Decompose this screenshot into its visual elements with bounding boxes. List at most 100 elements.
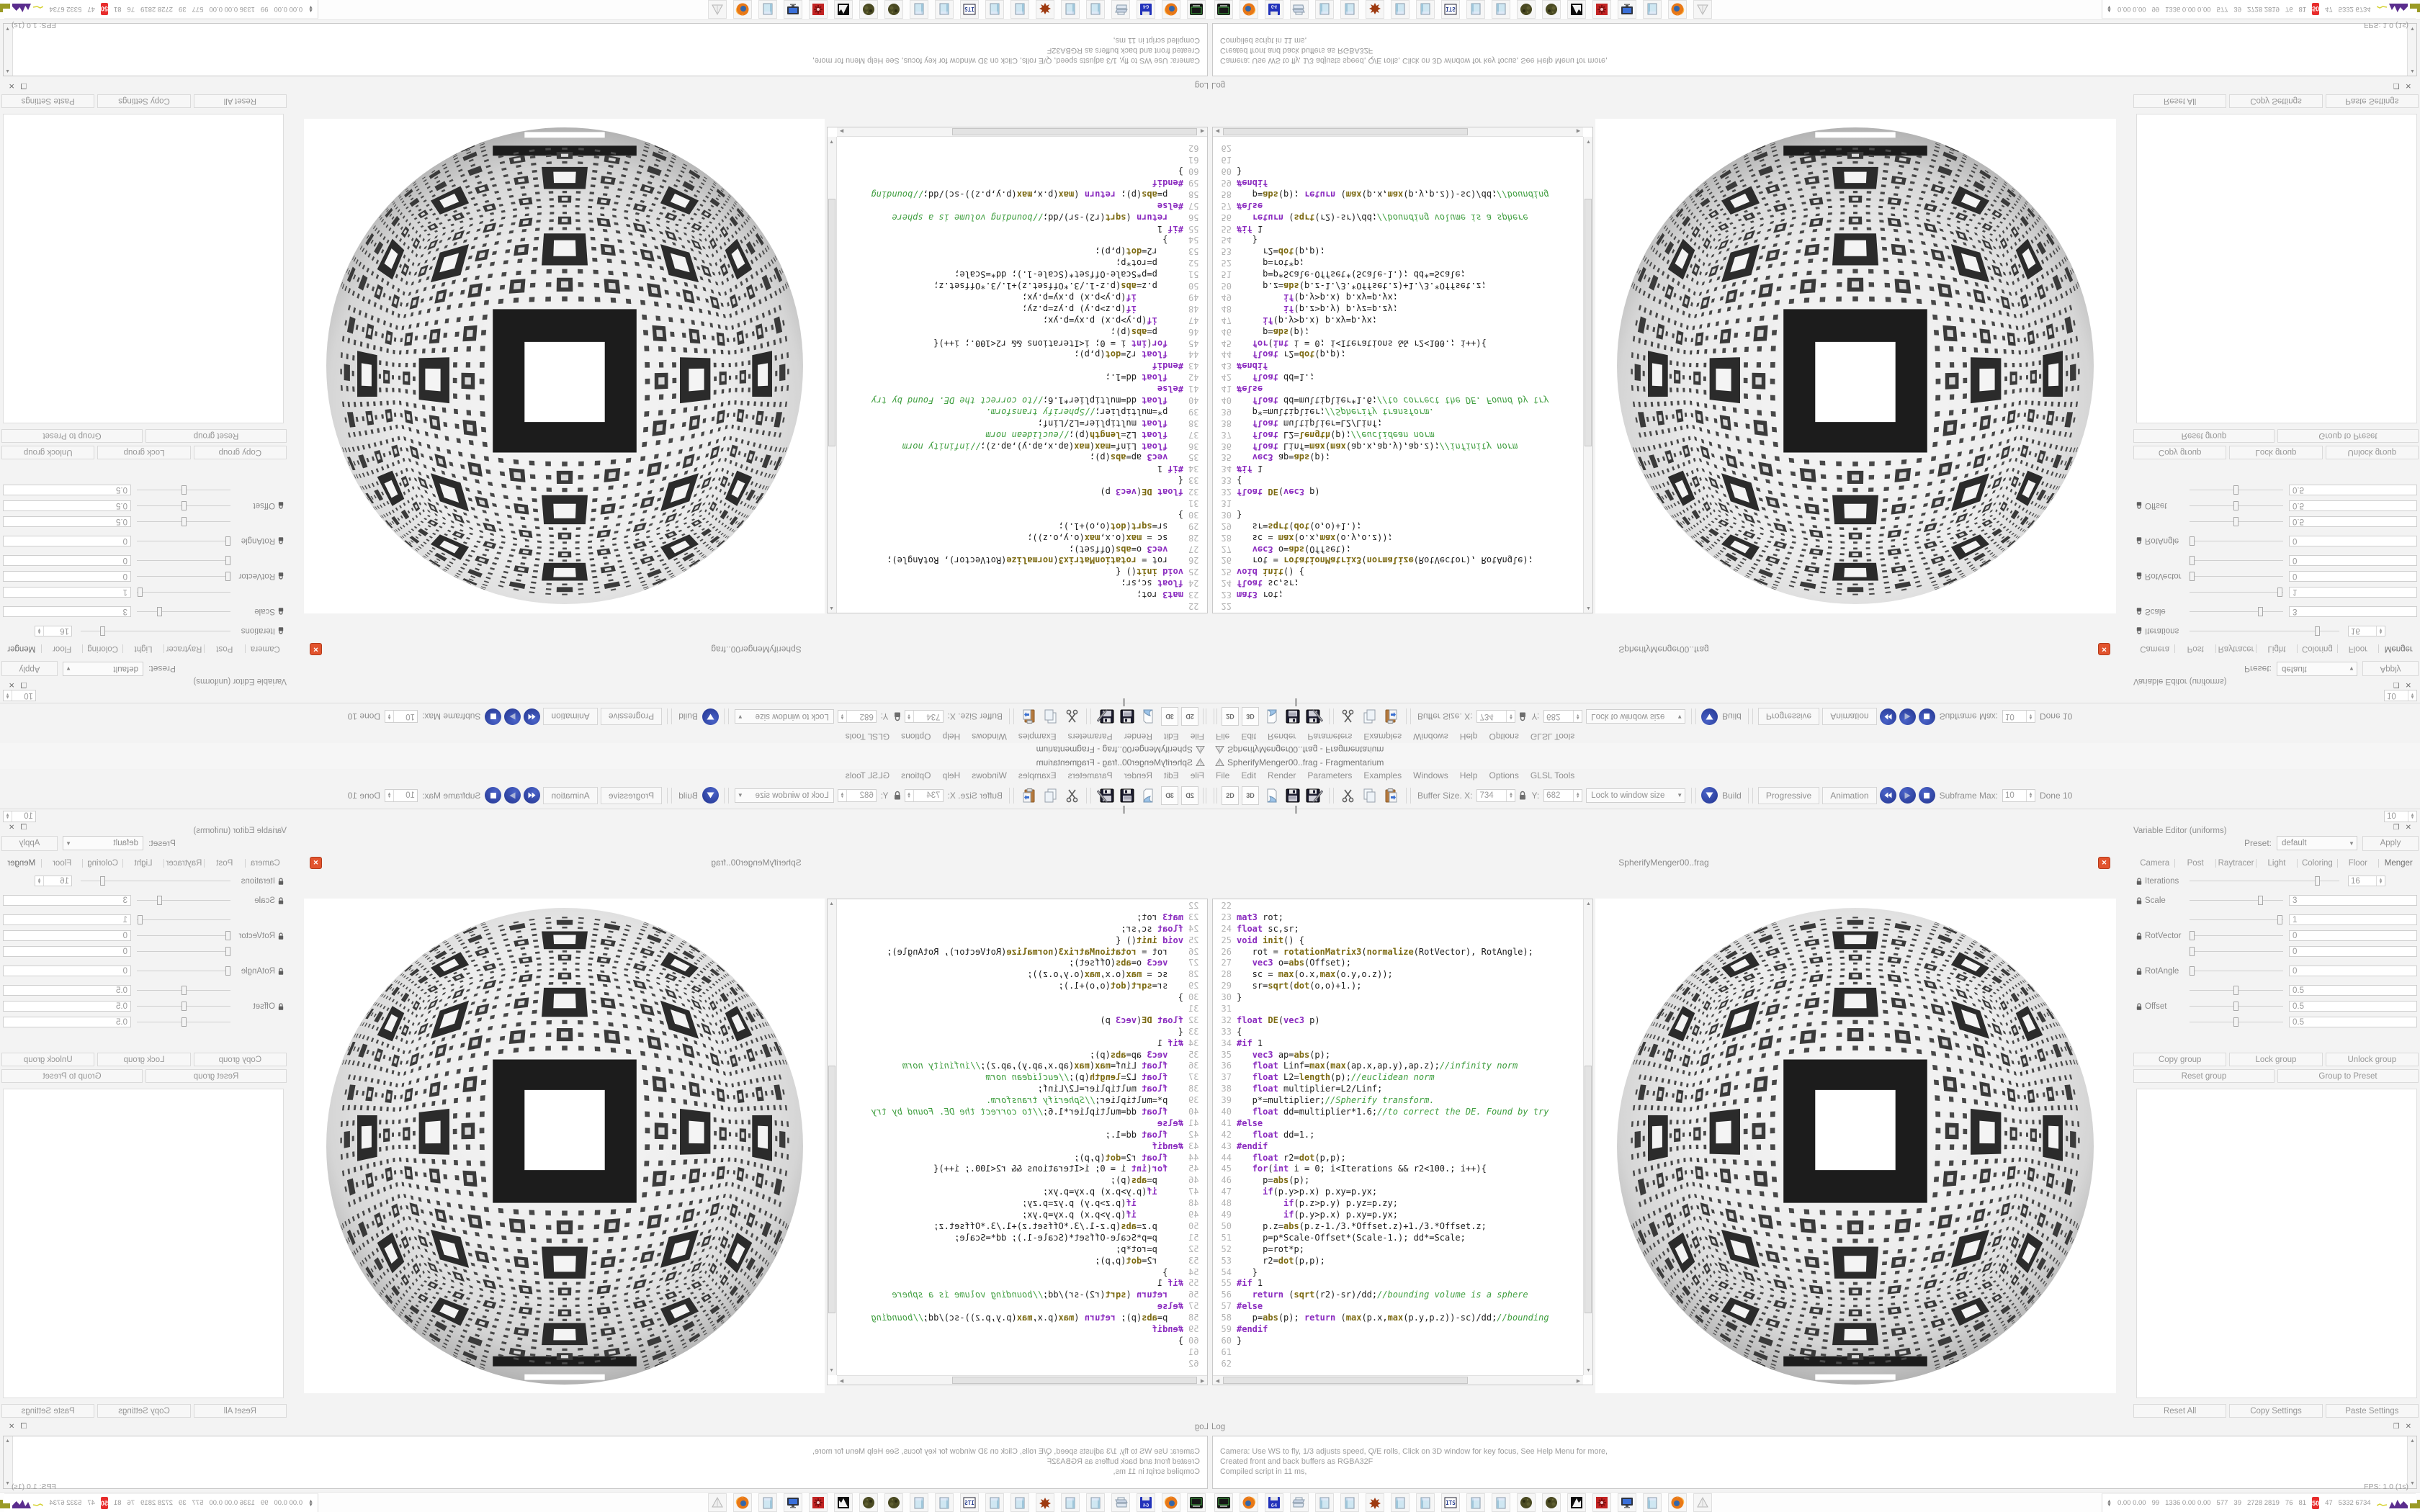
taskbar-monitor-icon[interactable] [1618,1493,1636,1512]
menu-item-parameters[interactable]: Parameters [1067,770,1113,780]
param-slider[interactable] [2190,946,2283,957]
taskbar-firefox-icon[interactable] [1668,0,1687,19]
param-lock-icon[interactable] [2133,932,2145,940]
dock-close-icon[interactable]: ✕ [3,824,15,832]
taskbar-notepad-icon[interactable] [1492,1493,1510,1512]
param-slider[interactable] [137,500,230,511]
taskbar-notepad-icon[interactable] [1086,1493,1105,1512]
ve-tab-light[interactable]: Light [2256,859,2296,868]
spin-arrows-icon[interactable]: ▲ ▼ [35,626,44,636]
apply-button[interactable]: Apply [2362,835,2419,851]
taskbar-notepad-icon[interactable] [1391,1493,1410,1512]
apply-button[interactable]: Apply [1,661,58,677]
taskbar-fractal-sphere-icon[interactable] [859,1493,878,1512]
param-lock-icon[interactable] [275,896,287,905]
copy-button[interactable] [1041,786,1059,805]
slider-handle[interactable] [2190,966,2195,976]
save-button[interactable] [1118,786,1137,805]
spin-arrows-icon[interactable]: ▲ ▼ [2408,690,2416,701]
menu-item-file[interactable]: File [1216,732,1230,742]
param-slider[interactable] [137,914,230,925]
scroll-down-icon[interactable]: ▼ [829,1368,834,1373]
param-lock-icon[interactable] [2133,608,2145,616]
progressive-button[interactable]: Progressive [1757,708,1820,726]
param-slider[interactable] [137,1001,230,1012]
taskbar-floppy-64-icon[interactable]: 64 [1137,1493,1155,1512]
play-button[interactable] [504,708,521,725]
dock-float-icon[interactable]: ❐ [2393,1423,2406,1431]
log-output[interactable]: Camera: Use WS to fly, 1/3 adjusts speed… [1212,23,2417,76]
param-value-field[interactable]: 0.5 [2289,485,2417,495]
param-lock-icon[interactable] [2133,877,2145,886]
tray-chevrons-icon[interactable]: ▲ ▼ [308,1498,313,1508]
hscroll-thumb[interactable] [952,128,1197,135]
taskbar-notepad-icon[interactable] [1416,0,1435,19]
taskbar-splat-icon[interactable] [1036,0,1054,19]
taskbar-monitor-icon[interactable] [1618,0,1636,19]
new-file-button[interactable] [1139,786,1158,805]
scroll-right-icon[interactable]: ▶ [839,128,844,134]
param-value-field[interactable]: 0 [3,536,131,546]
ve-tab-menger[interactable]: Menger [1,644,42,653]
scroll-down-icon[interactable]: ▼ [1586,1368,1591,1373]
scroll-down-icon[interactable]: ▼ [2410,26,2415,31]
slider-handle[interactable] [182,501,187,510]
build-button[interactable] [1701,787,1718,804]
dock-close-icon[interactable]: ✕ [2405,1423,2417,1431]
param-value-field[interactable]: 0 [3,555,131,566]
ve-tab-post[interactable]: Post [2174,644,2215,653]
unlock-group-button[interactable]: Unlock group [1,446,95,459]
spin-arrows-icon[interactable]: ▲ ▼ [1506,711,1515,723]
menu-item-render[interactable]: Render [1124,770,1152,780]
param-value-field[interactable]: 1 [3,587,131,598]
param-slider[interactable] [2190,914,2283,925]
taskbar-firefox-icon[interactable] [1162,0,1180,19]
taskbar-notepad-icon[interactable] [910,0,928,19]
copy-settings-button[interactable]: Copy Settings [2229,94,2323,108]
preview-3d-button[interactable]: 3D [1242,707,1259,726]
corner-spinbox[interactable]: 10 ▲ ▼ [2384,690,2417,701]
taskbar-fractal-sphere-icon[interactable] [1542,1493,1561,1512]
taskbar-notepad-icon[interactable] [1466,1493,1485,1512]
menu-item-glsl-tools[interactable]: GLSL Tools [1530,770,1575,780]
spin-arrows-icon[interactable]: ▲ ▼ [385,789,395,801]
taskbar-printer-icon[interactable] [1290,1493,1309,1512]
lock-group-button[interactable]: Lock group [2229,446,2323,459]
tray-alert-badge[interactable]: 50 [2312,3,2320,15]
slider-handle[interactable] [2190,947,2195,956]
stop-button[interactable] [1918,708,1935,725]
param-slider[interactable] [2190,895,2283,906]
preset-text-area[interactable] [2136,1089,2417,1398]
paste-settings-button[interactable]: Paste Settings [1,1404,95,1418]
taskbar-printer-icon[interactable] [1111,0,1130,19]
tab-active-fragment[interactable]: SpherifyMenger00..frag [711,644,802,654]
stop-button[interactable] [1918,787,1935,804]
taskbar-notepad-icon[interactable] [1061,1493,1080,1512]
menu-item-options[interactable]: Options [901,770,931,780]
spin-arrows-icon[interactable]: ▲ ▼ [4,811,12,822]
menu-item-parameters[interactable]: Parameters [1307,732,1353,742]
param-value-field[interactable]: 0 [2289,966,2417,976]
copy-settings-button[interactable]: Copy Settings [2229,1404,2323,1418]
scroll-up-icon[interactable]: ▲ [1586,606,1591,611]
subframe-slider-handle[interactable] [1295,806,1297,814]
stop-button[interactable] [485,787,502,804]
spin-arrows-icon[interactable]: ▲ ▼ [2025,711,2035,723]
slider-handle[interactable] [2258,607,2263,616]
param-value-field[interactable]: 1 [2289,587,2417,598]
menu-item-examples[interactable]: Examples [1018,732,1057,742]
vscroll-thumb[interactable] [828,198,835,446]
reset-group-button[interactable]: Reset group [2133,1069,2275,1083]
subframe-max-spinbox[interactable]: 10 ▲ ▼ [385,788,418,802]
slider-handle[interactable] [225,572,230,581]
animation-button[interactable]: Animation [543,708,598,726]
buffer-y-spinbox[interactable]: 682 ▲ ▼ [1543,710,1583,724]
build-button[interactable] [1701,708,1718,725]
param-lock-icon[interactable] [275,608,287,616]
taskbar-red-fractal-icon[interactable] [1592,1493,1611,1512]
buffer-lock-icon[interactable] [1518,790,1527,801]
lock-group-button[interactable]: Lock group [97,446,191,459]
scroll-up-icon[interactable]: ▲ [829,606,834,611]
vscroll-thumb[interactable] [828,1066,835,1314]
progressive-button[interactable]: Progressive [600,786,663,804]
